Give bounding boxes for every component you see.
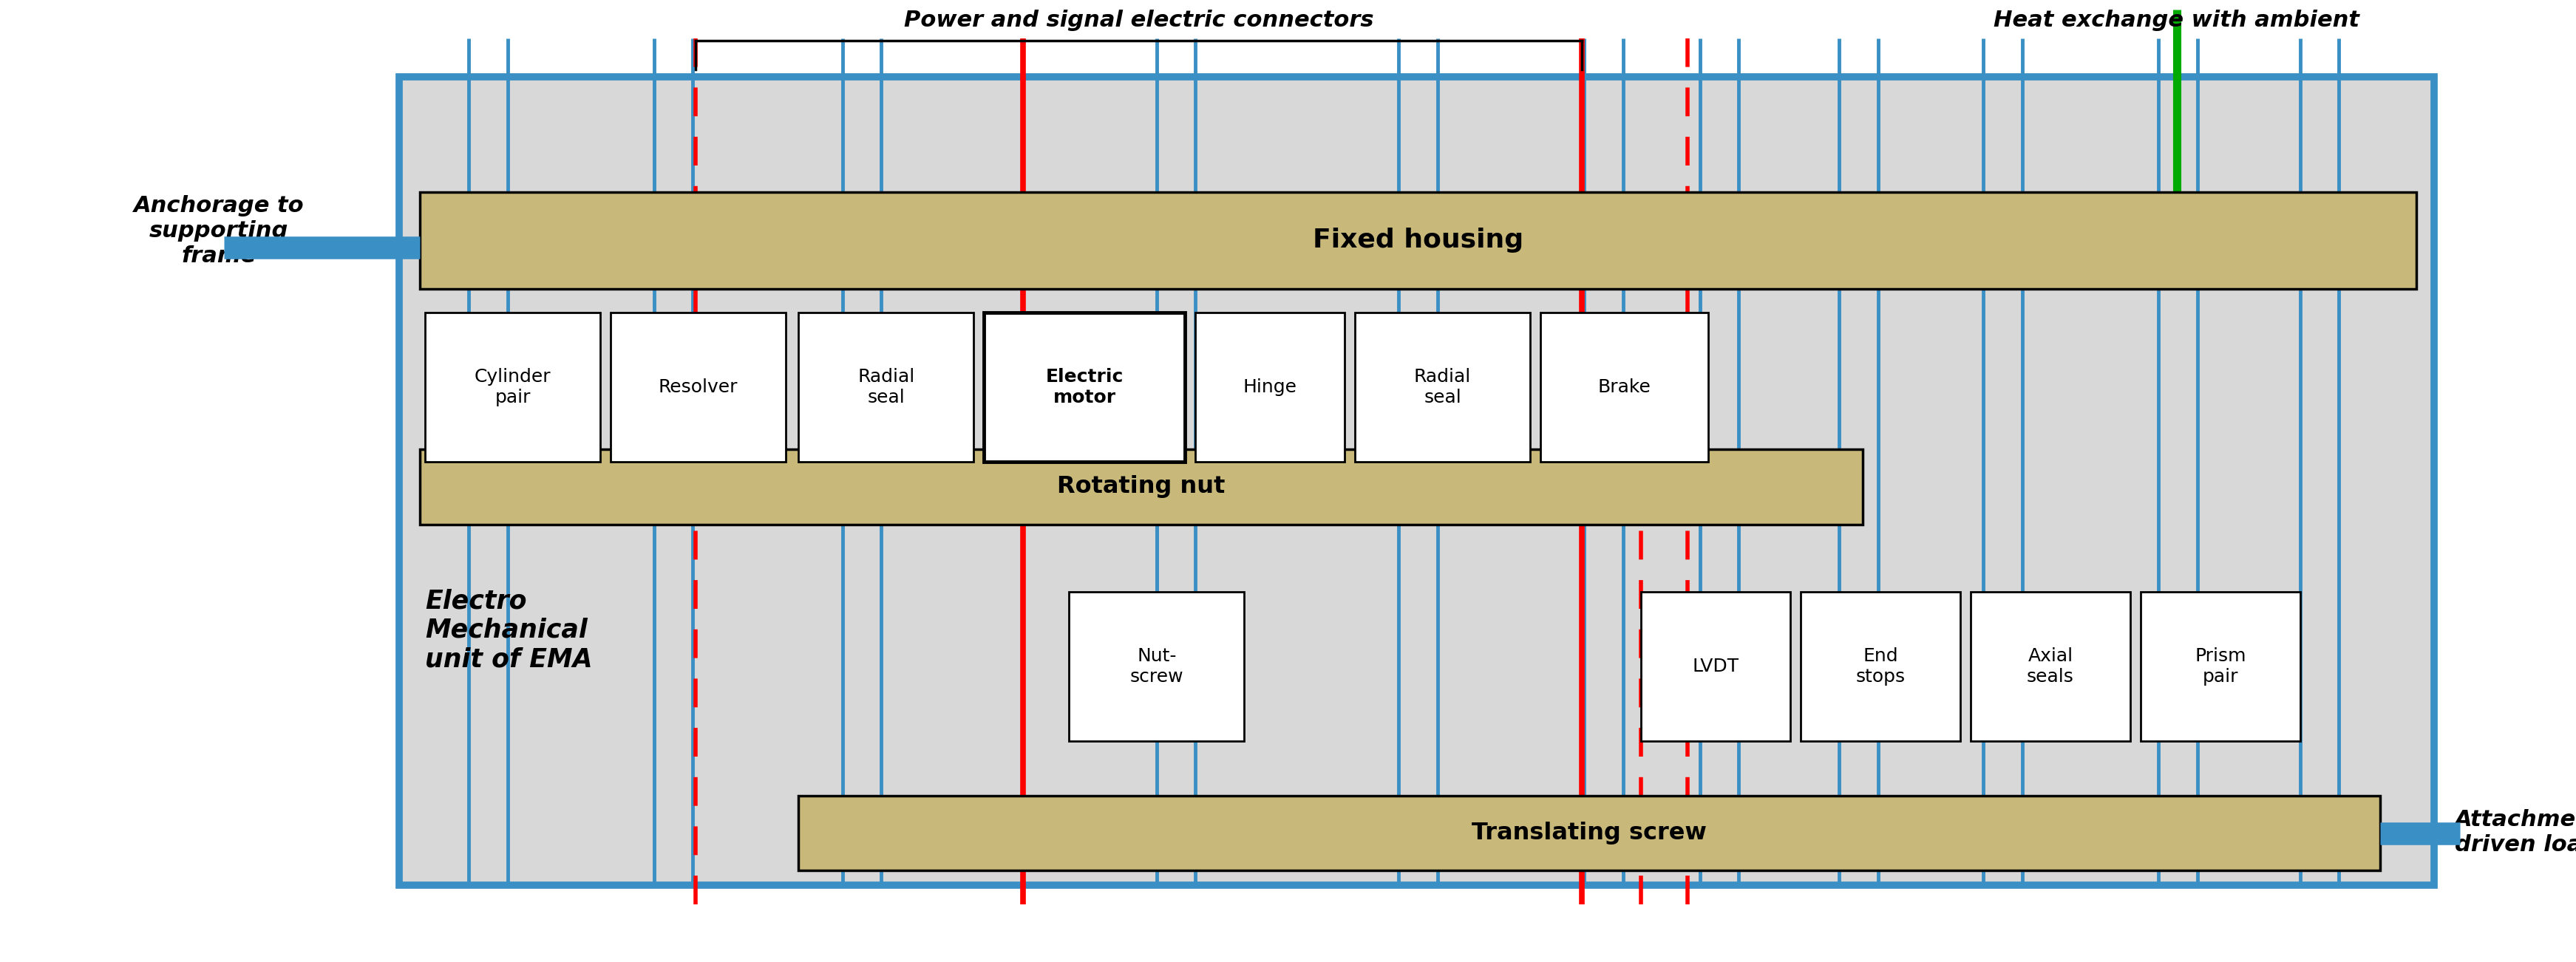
- FancyBboxPatch shape: [1641, 592, 1790, 741]
- FancyBboxPatch shape: [420, 192, 2416, 289]
- FancyBboxPatch shape: [1971, 592, 2130, 741]
- Text: Radial
seal: Radial seal: [858, 368, 914, 406]
- Text: Electro
Mechanical
unit of EMA: Electro Mechanical unit of EMA: [425, 589, 592, 671]
- Text: Fixed housing: Fixed housing: [1314, 228, 1522, 253]
- FancyBboxPatch shape: [799, 313, 974, 462]
- FancyBboxPatch shape: [611, 313, 786, 462]
- FancyBboxPatch shape: [420, 449, 1862, 524]
- Text: Power and signal electric connectors: Power and signal electric connectors: [904, 10, 1373, 31]
- Text: Resolver: Resolver: [659, 378, 737, 396]
- FancyBboxPatch shape: [799, 796, 2380, 871]
- Text: Translating screw: Translating screw: [1471, 822, 1708, 845]
- FancyBboxPatch shape: [1801, 592, 1960, 741]
- Text: Heat exchange with ambient: Heat exchange with ambient: [1994, 10, 2360, 31]
- FancyBboxPatch shape: [984, 313, 1185, 462]
- Text: Rotating nut: Rotating nut: [1056, 475, 1226, 498]
- Text: Electric
motor: Electric motor: [1046, 368, 1123, 406]
- Text: LVDT: LVDT: [1692, 657, 1739, 675]
- Text: Anchorage to
supporting
frame: Anchorage to supporting frame: [134, 195, 304, 266]
- Text: Hinge: Hinge: [1244, 378, 1296, 396]
- FancyBboxPatch shape: [1355, 313, 1530, 462]
- FancyBboxPatch shape: [1540, 313, 1708, 462]
- Text: Attachment to
driven load: Attachment to driven load: [2455, 809, 2576, 855]
- Text: Radial
seal: Radial seal: [1414, 368, 1471, 406]
- Text: Brake: Brake: [1597, 378, 1651, 396]
- FancyBboxPatch shape: [1195, 313, 1345, 462]
- FancyBboxPatch shape: [425, 313, 600, 462]
- Text: Prism
pair: Prism pair: [2195, 647, 2246, 685]
- Text: Axial
seals: Axial seals: [2027, 647, 2074, 685]
- Text: Cylinder
pair: Cylinder pair: [474, 368, 551, 406]
- FancyBboxPatch shape: [399, 77, 2434, 885]
- FancyBboxPatch shape: [2141, 592, 2300, 741]
- Text: End
stops: End stops: [1855, 647, 1906, 685]
- FancyBboxPatch shape: [1069, 592, 1244, 741]
- Text: Nut-
screw: Nut- screw: [1131, 647, 1182, 685]
